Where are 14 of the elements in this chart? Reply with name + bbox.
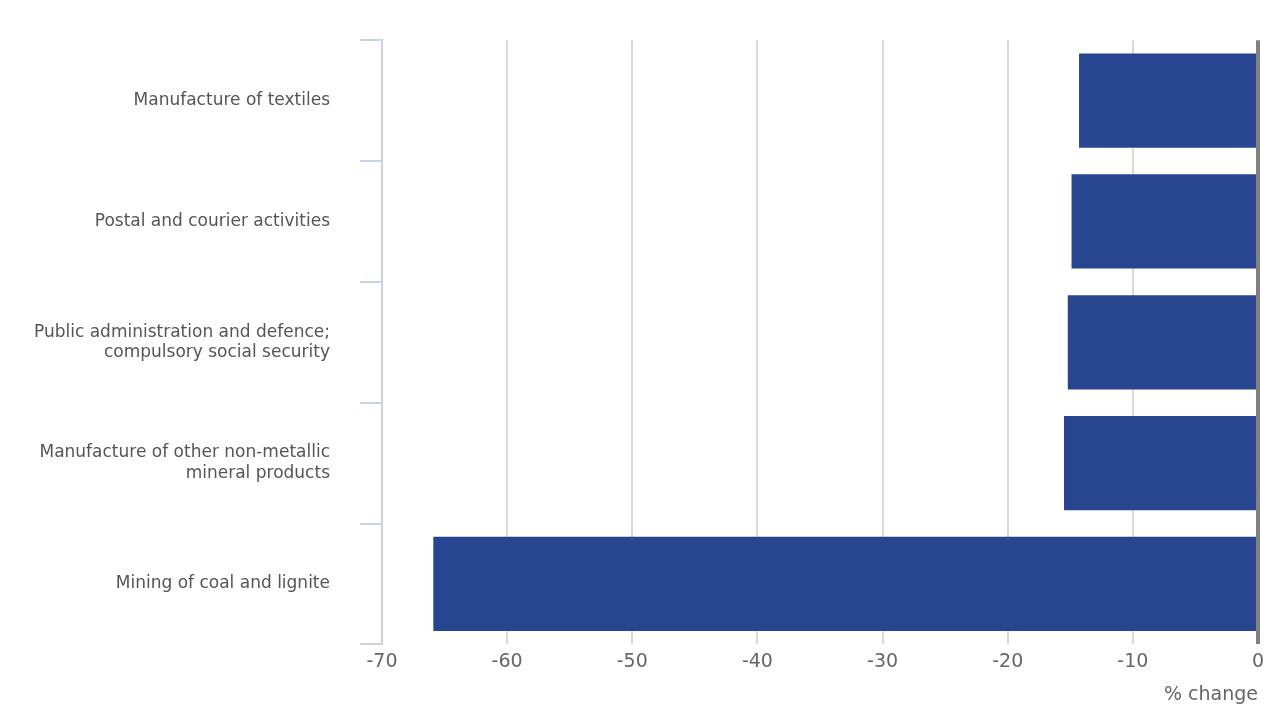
x-tick-label: -50 [616, 648, 648, 671]
x-tick-label: -60 [491, 648, 523, 671]
x-tick-label: -10 [1117, 648, 1149, 671]
y-tick-label: Manufacture of textiles [133, 89, 331, 110]
y-tick-label: Mining of coal and lignite [115, 572, 330, 593]
y-tick-label: Postal and courier activities [94, 209, 331, 230]
x-axis-title: % change [1163, 681, 1258, 704]
x-tick-label: -70 [366, 648, 398, 671]
x-tick-label: -40 [741, 648, 773, 671]
y-tick-label: Public administration and defence; compulsory social security [33, 320, 330, 361]
x-tick-label: 0 [1251, 648, 1265, 671]
x-tick-label: -30 [867, 648, 899, 671]
y-tick-label: Manufacture of other non-metallic mineral products [39, 441, 331, 482]
x-tick-label: -20 [992, 648, 1024, 671]
